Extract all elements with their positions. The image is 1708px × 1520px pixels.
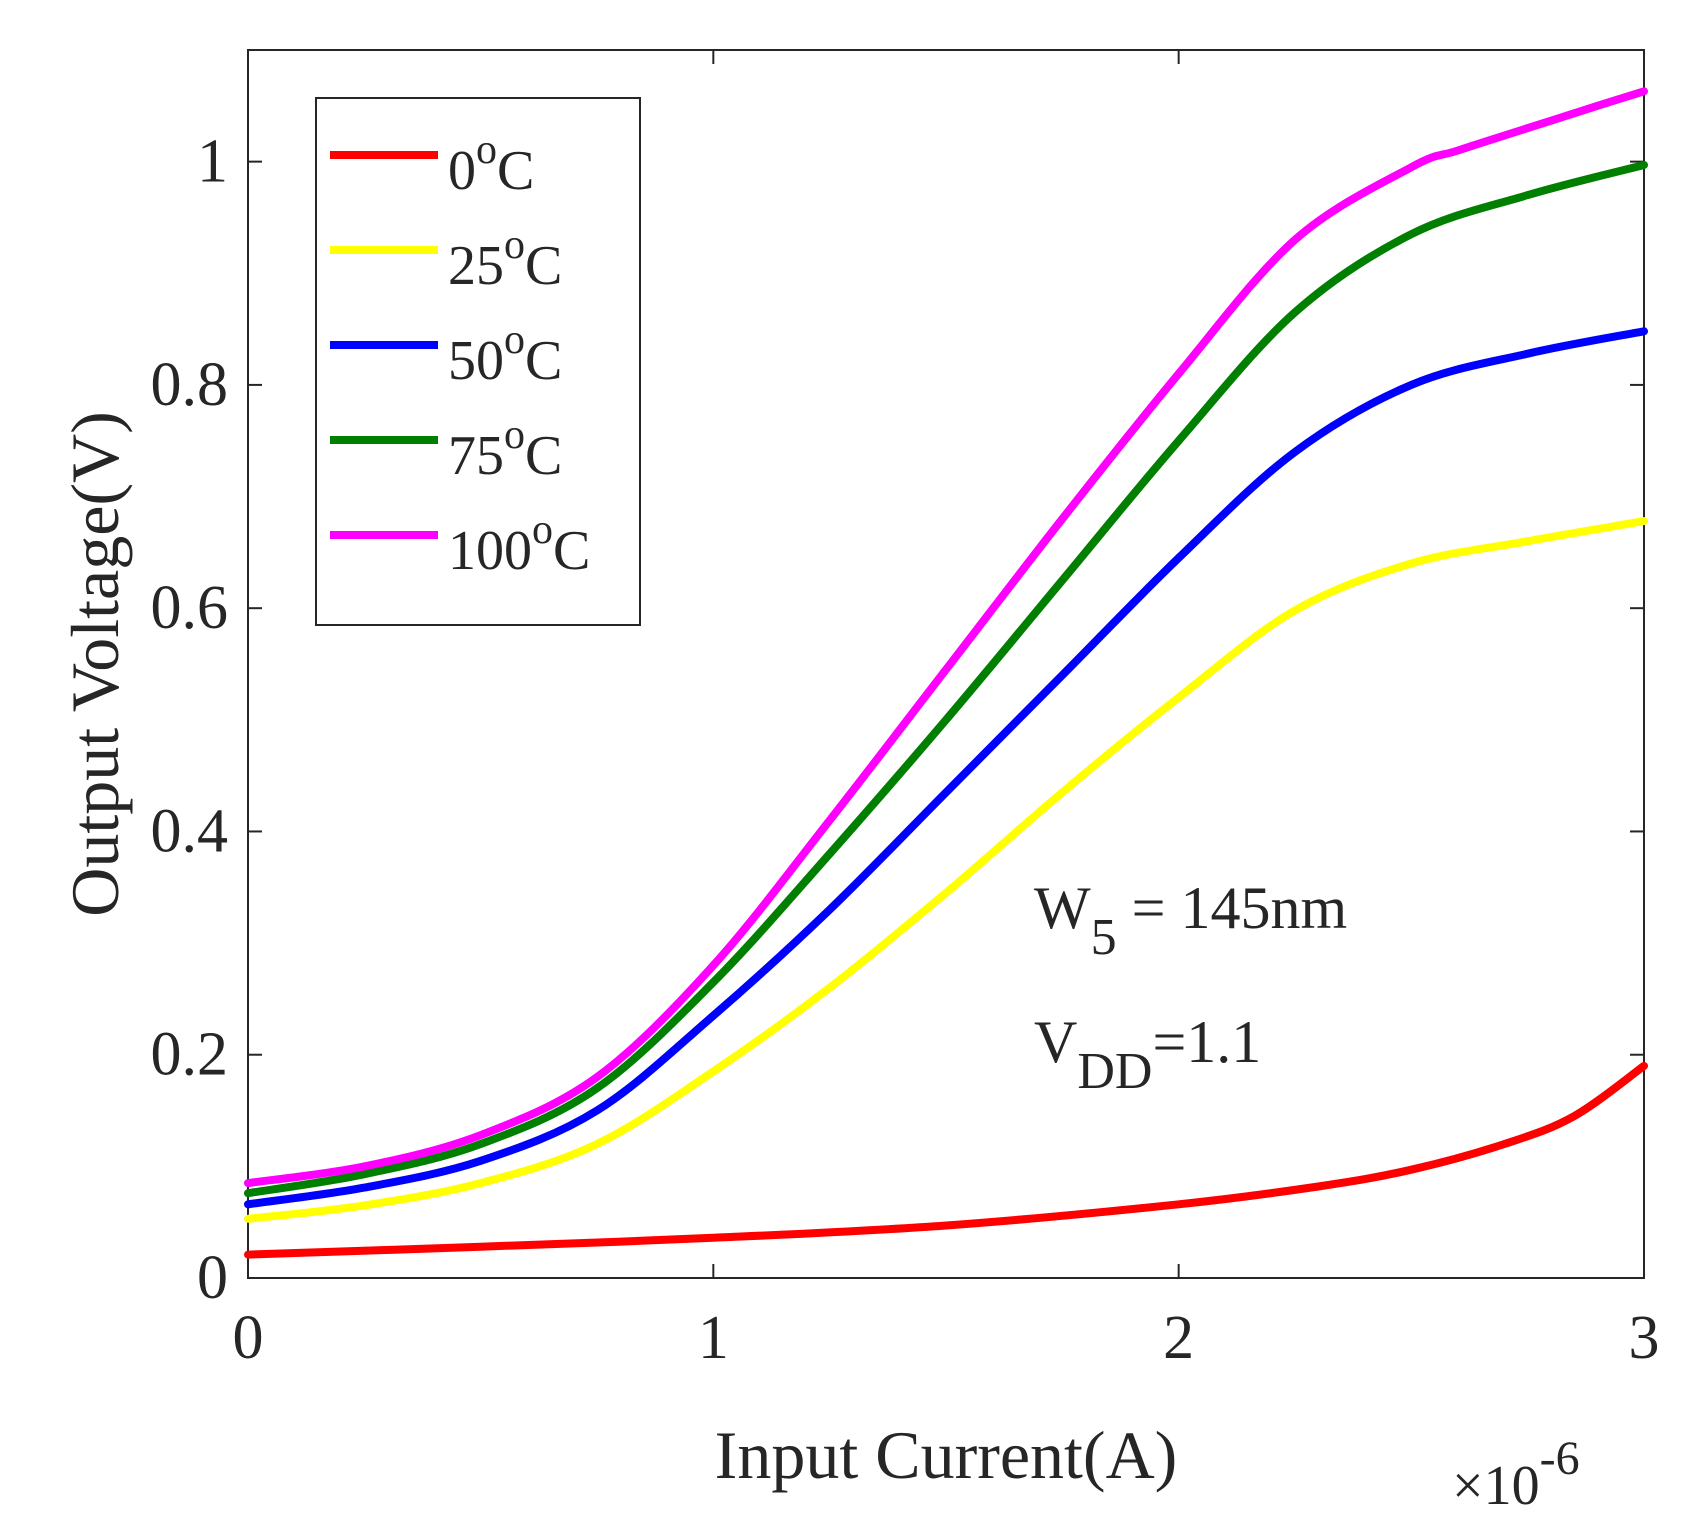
legend-label: 50oC (448, 317, 562, 392)
legend-label-unit: C (525, 330, 562, 392)
legend-label-value: 50 (448, 330, 504, 392)
legend-label-value: 75 (448, 425, 504, 487)
legend-label: 100oC (448, 507, 590, 582)
legend-label: 0oC (448, 127, 534, 202)
legend-label-degree: o (504, 412, 525, 458)
legend-label-value: 25 (448, 235, 504, 297)
annotation: W5 = 145nm VDD=1.1 (1034, 875, 1347, 1100)
legend-label-value: 100 (448, 520, 532, 582)
annotation-vdd-main: V (1034, 1009, 1077, 1075)
series-line-25C (244, 517, 1648, 1223)
legend-label-unit: C (497, 140, 534, 202)
legend-label-degree: o (532, 507, 553, 553)
legend-label-degree: o (504, 222, 525, 268)
annotation-vdd-rest: =1.1 (1152, 1009, 1261, 1075)
x-tick-label: 1 (698, 1304, 729, 1372)
x-axis-label: Input Current(A) (715, 1417, 1178, 1493)
y-tick-label: 0.4 (151, 797, 229, 865)
legend-label-degree: o (476, 127, 497, 173)
x-multiplier-exponent: -6 (1540, 1432, 1580, 1485)
series-line-0C (244, 1061, 1648, 1259)
x-tick-label: 0 (233, 1304, 264, 1372)
x-tick-label: 2 (1163, 1304, 1194, 1372)
y-axis-label: Output Voltage(V) (57, 411, 133, 917)
annotation-vdd: VDD=1.1 (1034, 1009, 1261, 1100)
legend-label-unit: C (553, 520, 590, 582)
x-multiplier-base: ×10 (1452, 1455, 1540, 1517)
y-tick-label: 0.2 (151, 1021, 229, 1089)
x-tick-label: 3 (1629, 1304, 1660, 1372)
y-tick-label: 0.8 (151, 351, 229, 419)
annotation-width: W5 = 145nm (1034, 875, 1347, 966)
series-line-50C (244, 327, 1648, 1209)
annotation-width-sub: 5 (1091, 909, 1117, 966)
y-axis: 0 0.2 0.4 0.6 0.8 1 (151, 128, 1644, 1312)
annotation-width-main: W (1034, 875, 1091, 941)
legend-label-value: 0 (448, 140, 476, 202)
y-tick-label: 0 (197, 1244, 228, 1312)
x-axis: 0 1 2 3 (233, 50, 1660, 1372)
y-tick-label: 0.6 (151, 574, 229, 642)
legend-label-unit: C (525, 235, 562, 297)
annotation-vdd-sub: DD (1077, 1043, 1152, 1100)
legend-label-degree: o (504, 317, 525, 363)
legend-label: 25oC (448, 222, 562, 297)
y-tick-label: 1 (197, 128, 228, 196)
legend-label-unit: C (525, 425, 562, 487)
series-line-75C (244, 161, 1648, 1198)
legend-label: 75oC (448, 412, 562, 487)
series-layer (244, 87, 1648, 1259)
annotation-width-rest: = 145nm (1117, 875, 1348, 941)
x-multiplier-label: ×10-6 (1452, 1432, 1580, 1517)
series-line-100C (244, 87, 1648, 1188)
